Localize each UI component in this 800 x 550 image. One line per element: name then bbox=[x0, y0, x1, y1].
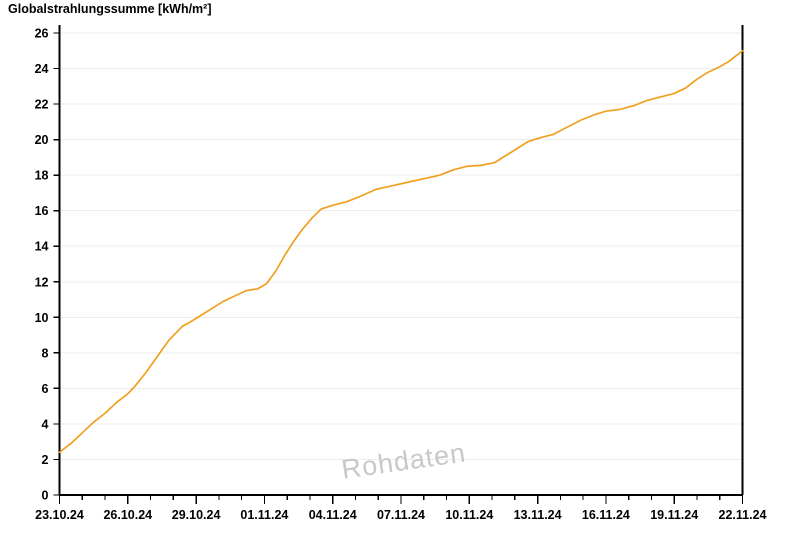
x-tick-label: 13.11.24 bbox=[514, 508, 562, 522]
x-tick-label: 29.10.24 bbox=[172, 508, 221, 522]
data-series bbox=[58, 49, 744, 454]
y-tick-label: 8 bbox=[42, 346, 49, 360]
y-tick-label: 26 bbox=[35, 27, 49, 41]
y-tick-label: 24 bbox=[35, 62, 49, 76]
x-axis-tick-marks bbox=[58, 495, 744, 504]
y-tick-label: 12 bbox=[35, 275, 49, 289]
y-tick-label: 16 bbox=[35, 204, 49, 218]
chart-title: Globalstrahlungssumme [kWh/m²] bbox=[8, 2, 212, 16]
x-tick-label: 04.11.24 bbox=[309, 508, 357, 522]
y-axis-tick-marks bbox=[53, 32, 60, 496]
y-tick-label: 6 bbox=[42, 382, 49, 396]
x-tick-label: 01.11.24 bbox=[240, 508, 288, 522]
x-tick-label: 26.10.24 bbox=[103, 508, 152, 522]
y-tick-label: 20 bbox=[35, 133, 49, 147]
gridlines bbox=[59, 32, 743, 496]
x-tick-label: 22.11.24 bbox=[719, 508, 767, 522]
x-tick-label: 23.10.24 bbox=[35, 508, 84, 522]
y-tick-label: 14 bbox=[35, 240, 49, 254]
y-tick-label: 4 bbox=[42, 417, 49, 431]
x-tick-label: 07.11.24 bbox=[377, 508, 425, 522]
x-axis-tick-labels: 23.10.24 26.10.24 29.10.24 01.11.24 04.11.24… bbox=[35, 508, 766, 522]
y-tick-label: 0 bbox=[42, 489, 49, 503]
axis-lines bbox=[58, 25, 744, 496]
x-tick-label: 10.11.24 bbox=[445, 508, 493, 522]
x-tick-label: 16.11.24 bbox=[582, 508, 630, 522]
x-tick-label: 19.11.24 bbox=[650, 508, 698, 522]
watermark-rohdaten: Rohdaten bbox=[340, 438, 468, 485]
watermark-label: Rohdaten bbox=[340, 438, 468, 485]
y-tick-label: 18 bbox=[35, 169, 49, 183]
y-tick-label: 10 bbox=[35, 311, 49, 325]
y-tick-label: 22 bbox=[35, 98, 49, 112]
y-tick-label: 2 bbox=[42, 453, 49, 467]
series-line bbox=[58, 49, 744, 454]
